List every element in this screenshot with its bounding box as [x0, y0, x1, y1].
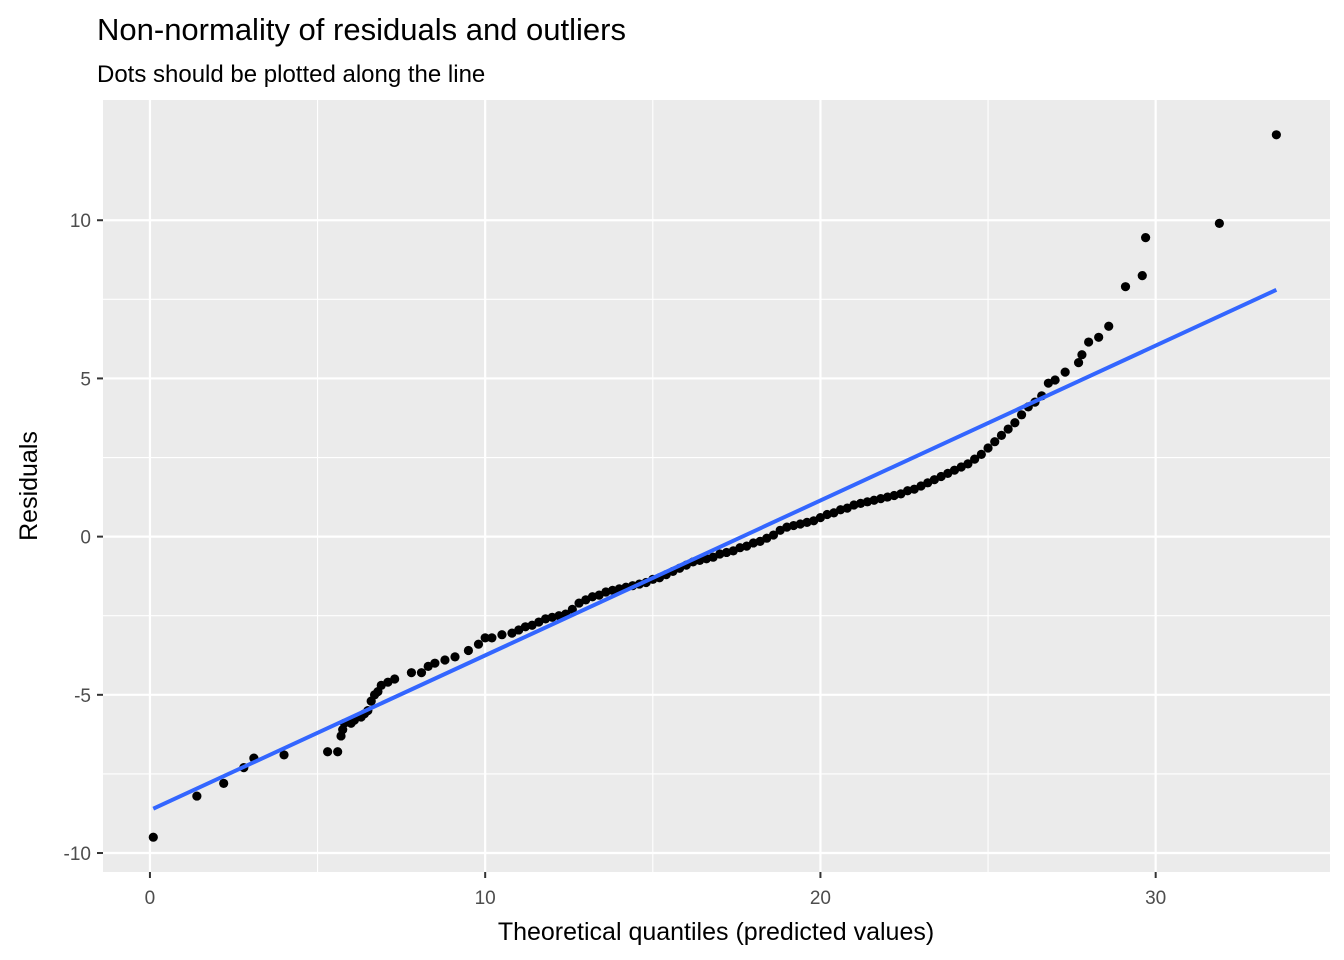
- data-point: [1050, 375, 1060, 385]
- data-point: [323, 747, 333, 757]
- data-point: [1073, 358, 1084, 368]
- y-tick-label: 5: [80, 369, 91, 390]
- y-tick-label: -10: [64, 844, 91, 865]
- data-point: [487, 633, 497, 643]
- data-point: [1060, 367, 1070, 377]
- data-point: [567, 604, 577, 614]
- data-point: [1104, 321, 1114, 331]
- data-point: [416, 668, 427, 678]
- y-axis: -10 -5 0 5 10: [64, 211, 103, 865]
- chart-subtitle: Dots should be plotted along the line: [97, 61, 485, 88]
- x-axis: 0 10 20 30: [145, 872, 1166, 909]
- data-point: [768, 530, 779, 540]
- data-point: [996, 430, 1007, 440]
- data-point: [1016, 410, 1027, 420]
- x-tick-label: 0: [145, 888, 156, 909]
- data-point: [983, 443, 993, 453]
- data-point: [430, 658, 440, 668]
- data-point: [963, 459, 973, 469]
- data-point: [990, 437, 1000, 447]
- data-point: [970, 454, 980, 464]
- data-point: [440, 655, 450, 665]
- x-tick-label: 10: [475, 888, 496, 909]
- data-point: [1010, 418, 1020, 428]
- data-point: [148, 832, 158, 842]
- x-tick-label: 20: [810, 888, 831, 909]
- minor-gridlines: [103, 100, 1330, 872]
- data-point: [463, 645, 474, 656]
- data-point: [1137, 270, 1147, 281]
- data-point: [480, 633, 490, 643]
- data-point: [1003, 424, 1013, 434]
- y-tick-label: 0: [80, 528, 91, 549]
- data-point: [1214, 218, 1224, 228]
- data-point: [1271, 130, 1281, 140]
- data-point: [333, 747, 343, 757]
- data-point: [1077, 350, 1087, 360]
- y-tick-label: -5: [74, 686, 91, 707]
- x-axis-title: Theoretical quantiles (predicted values): [498, 918, 934, 946]
- reference-line: [152, 288, 1278, 811]
- data-point: [192, 791, 202, 801]
- reference-line-layer: [152, 288, 1278, 811]
- plot-panel: [103, 100, 1330, 872]
- data-point: [1141, 233, 1151, 243]
- data-point: [390, 674, 400, 684]
- x-tick-label: 30: [1145, 888, 1166, 909]
- data-point: [1120, 282, 1131, 292]
- data-point: [450, 652, 460, 662]
- data-point: [1094, 332, 1104, 342]
- data-point: [976, 449, 986, 459]
- data-point: [1084, 337, 1094, 347]
- data-point: [219, 778, 229, 789]
- data-point: [406, 668, 417, 678]
- chart-title: Non-normality of residuals and outliers: [97, 12, 626, 47]
- data-point: [497, 630, 507, 640]
- major-gridlines: [103, 100, 1330, 872]
- data-point: [279, 750, 289, 760]
- y-tick-label: 10: [70, 211, 91, 232]
- data-point: [473, 639, 484, 649]
- y-axis-title: Residuals: [15, 431, 43, 541]
